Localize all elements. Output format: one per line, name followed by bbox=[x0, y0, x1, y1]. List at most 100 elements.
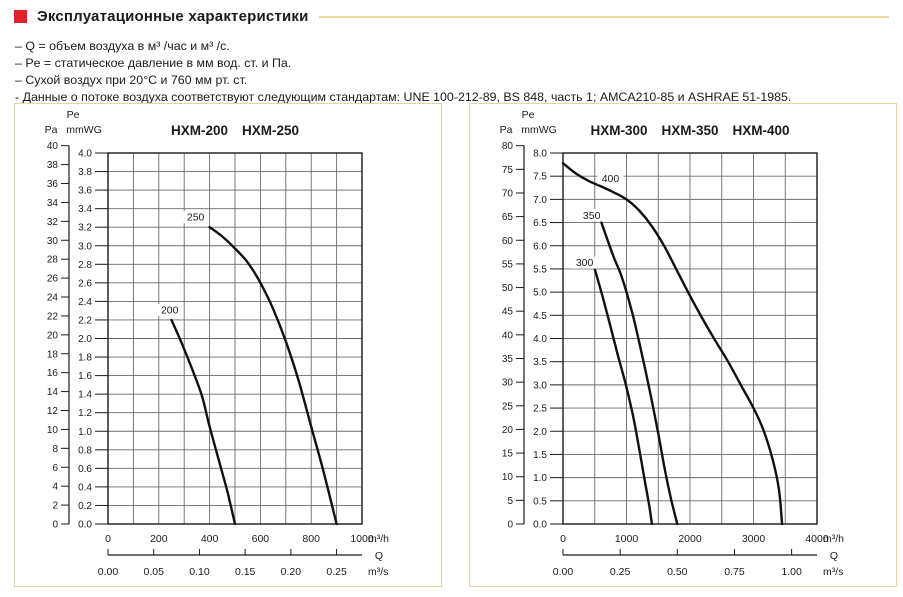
svg-text:0.6: 0.6 bbox=[78, 464, 92, 475]
notes-list: – Q = объем воздуха в м³ /час и м³ /с. –… bbox=[15, 38, 791, 106]
curve-label-400: 400 bbox=[597, 172, 624, 185]
svg-text:600: 600 bbox=[252, 533, 270, 545]
svg-text:mmWG: mmWG bbox=[521, 124, 557, 136]
svg-text:1.2: 1.2 bbox=[78, 408, 92, 419]
section-marker-icon bbox=[14, 10, 27, 23]
svg-text:80: 80 bbox=[502, 141, 514, 152]
axis-headers: Pe Pa mmWG bbox=[500, 109, 557, 136]
note-line: – Q = объем воздуха в м³ /час и м³ /с. bbox=[15, 39, 230, 53]
svg-text:3.5: 3.5 bbox=[533, 357, 547, 368]
curve-300 bbox=[593, 267, 654, 526]
svg-text:1.5: 1.5 bbox=[533, 450, 547, 461]
svg-text:8: 8 bbox=[52, 444, 58, 455]
svg-text:0.0: 0.0 bbox=[533, 520, 547, 531]
svg-text:0.75: 0.75 bbox=[724, 566, 745, 578]
svg-text:Pe: Pe bbox=[522, 109, 535, 121]
svg-text:3.6: 3.6 bbox=[78, 186, 92, 197]
svg-text:20: 20 bbox=[502, 425, 514, 436]
curve-label-300: 300 bbox=[571, 256, 598, 269]
svg-text:15: 15 bbox=[502, 449, 514, 460]
svg-text:2.4: 2.4 bbox=[78, 297, 92, 308]
svg-text:2.8: 2.8 bbox=[78, 260, 92, 271]
chart-hxm-300-350-400: HXM-300 HXM-350 HXM-400 Pe Pa mmWG 0.0 0.5 1.0 1.… bbox=[500, 109, 845, 578]
svg-text:36: 36 bbox=[47, 179, 59, 190]
svg-text:4: 4 bbox=[52, 482, 58, 493]
axis-headers: Pe Pa mmWG bbox=[45, 109, 102, 136]
svg-text:2.2: 2.2 bbox=[78, 315, 92, 326]
svg-text:4.0: 4.0 bbox=[533, 334, 547, 345]
svg-text:60: 60 bbox=[502, 236, 514, 247]
svg-text:0.10: 0.10 bbox=[189, 566, 210, 578]
svg-text:4.0: 4.0 bbox=[78, 149, 92, 160]
y-axis-mmwg: 0.0 0.5 1.0 1.5 2.0 2.5 3.0 3.5 4.0 4.5 5.0 5.5 6.0 6… bbox=[533, 149, 563, 531]
svg-text:10: 10 bbox=[502, 472, 514, 483]
svg-text:0.0: 0.0 bbox=[78, 520, 92, 531]
svg-text:7.0: 7.0 bbox=[533, 195, 547, 206]
svg-text:3.0: 3.0 bbox=[533, 380, 547, 391]
y-axis-pa: 0 5 10 15 20 25 30 35 40 45 50 55 60 65 70 75 80 bbox=[502, 141, 525, 531]
header-rule bbox=[318, 15, 889, 18]
svg-text:0.4: 0.4 bbox=[78, 482, 92, 493]
svg-text:8.0: 8.0 bbox=[533, 149, 547, 160]
svg-text:400: 400 bbox=[602, 173, 620, 185]
curve-label-250: 250 bbox=[182, 211, 209, 224]
svg-text:34: 34 bbox=[47, 198, 59, 209]
chart-title: HXM-200 HXM-250 bbox=[171, 123, 299, 138]
svg-text:250: 250 bbox=[187, 212, 205, 224]
svg-text:3.0: 3.0 bbox=[78, 241, 92, 252]
svg-text:28: 28 bbox=[47, 255, 59, 266]
svg-text:0.50: 0.50 bbox=[667, 566, 688, 578]
chart-hxm-200-250: HXM-200 HXM-250 Pe Pa mmWG 0.0 0.2 0.4 0.6 0.8 1.0… bbox=[45, 109, 390, 578]
svg-text:0: 0 bbox=[105, 533, 111, 545]
svg-text:2000: 2000 bbox=[678, 533, 702, 545]
svg-text:1.0: 1.0 bbox=[78, 427, 92, 438]
svg-text:4000: 4000 bbox=[805, 533, 829, 545]
svg-text:0: 0 bbox=[560, 533, 566, 545]
x-axis-m3s: 0.00 0.05 0.10 0.15 0.20 0.25 Qm³/s bbox=[98, 549, 388, 578]
svg-text:0.05: 0.05 bbox=[144, 566, 165, 578]
svg-text:3.2: 3.2 bbox=[78, 223, 92, 234]
curve-350 bbox=[600, 221, 679, 526]
svg-text:22: 22 bbox=[47, 311, 59, 322]
svg-text:75: 75 bbox=[502, 165, 514, 176]
svg-text:1.8: 1.8 bbox=[78, 353, 92, 364]
curve-400 bbox=[561, 162, 784, 526]
chart-title: HXM-300 HXM-350 HXM-400 bbox=[590, 123, 789, 138]
svg-text:0.5: 0.5 bbox=[533, 496, 547, 507]
svg-text:14: 14 bbox=[47, 387, 59, 398]
grid bbox=[563, 153, 817, 524]
svg-text:55: 55 bbox=[502, 259, 514, 270]
svg-text:0.00: 0.00 bbox=[553, 566, 574, 578]
svg-text:2.6: 2.6 bbox=[78, 278, 92, 289]
svg-text:3.8: 3.8 bbox=[78, 167, 92, 178]
curve-label-350: 350 bbox=[578, 209, 605, 222]
svg-text:0.15: 0.15 bbox=[235, 566, 256, 578]
svg-text:4.5: 4.5 bbox=[533, 311, 547, 322]
svg-text:1.0: 1.0 bbox=[533, 473, 547, 484]
svg-text:0.25: 0.25 bbox=[610, 566, 631, 578]
x-axis-m3s: 0.00 0.25 0.50 0.75 1.00 Qm³/s bbox=[553, 549, 843, 578]
svg-text:mmWG: mmWG bbox=[66, 124, 102, 136]
svg-text:1.6: 1.6 bbox=[78, 371, 92, 382]
svg-text:Pa: Pa bbox=[45, 124, 58, 136]
svg-text:24: 24 bbox=[47, 293, 59, 304]
svg-text:20: 20 bbox=[47, 330, 59, 341]
y-axis-mmwg: 0.0 0.2 0.4 0.6 0.8 1.0 1.2 1.4 1.6 1.8 2.0 2.2 2.4 2… bbox=[78, 149, 108, 531]
svg-text:0: 0 bbox=[507, 520, 513, 531]
svg-text:1.00: 1.00 bbox=[781, 566, 802, 578]
svg-text:12: 12 bbox=[47, 406, 59, 417]
grid bbox=[108, 153, 362, 524]
svg-text:Q: Q bbox=[375, 550, 383, 562]
svg-text:0.2: 0.2 bbox=[78, 501, 92, 512]
svg-text:2.0: 2.0 bbox=[533, 427, 547, 438]
svg-text:Q: Q bbox=[830, 550, 838, 562]
note-line: – Pe = статическое давление в мм вод. ст… bbox=[15, 56, 292, 70]
page-title: Эксплуатационные характеристики bbox=[37, 8, 309, 25]
note-line: - Данные о потоке воздуха соответствуют … bbox=[15, 90, 792, 104]
curve-250 bbox=[208, 226, 338, 526]
